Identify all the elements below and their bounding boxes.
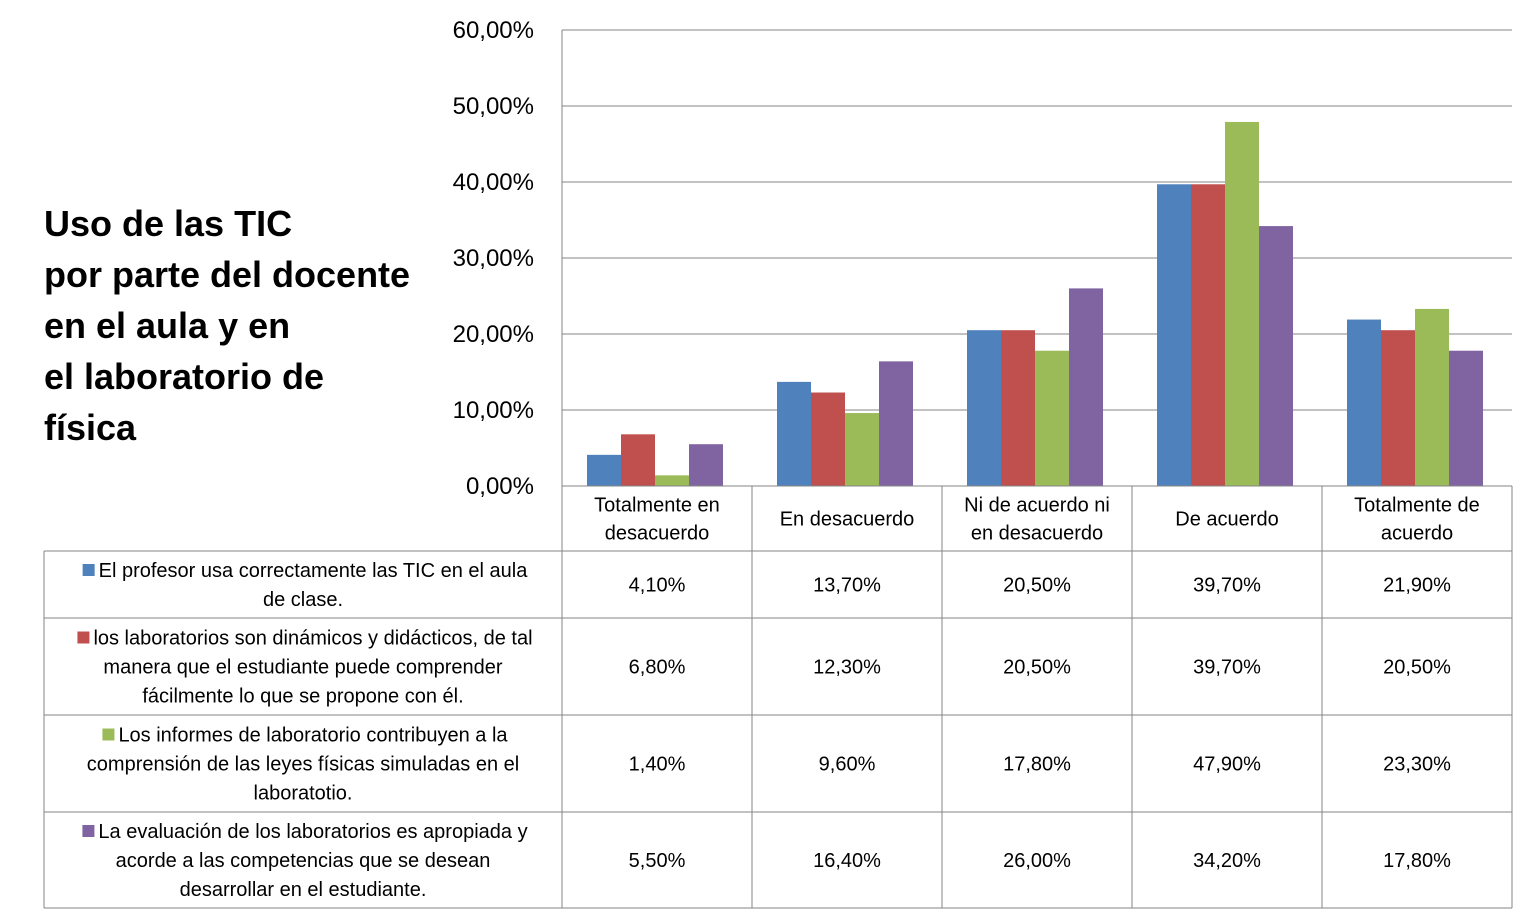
legend-swatch	[82, 564, 95, 576]
bar	[621, 434, 655, 486]
bar	[777, 381, 811, 486]
bar	[1225, 121, 1259, 487]
y-tick-label: 40,00%	[453, 169, 534, 196]
data-label: 20,50%	[1003, 657, 1071, 679]
bar	[845, 413, 879, 486]
data-label: 17,80%	[1003, 754, 1071, 776]
bar	[1191, 184, 1225, 486]
y-tick-label: 30,00%	[453, 245, 534, 272]
legend-swatch	[102, 728, 115, 741]
data-label: 6,80%	[629, 657, 686, 679]
legend-swatch	[82, 825, 95, 837]
bar	[689, 444, 723, 486]
data-label: 34,20%	[1193, 850, 1261, 872]
bar	[811, 392, 845, 486]
bar	[655, 475, 689, 486]
bar	[1035, 350, 1069, 486]
bar	[1069, 288, 1103, 486]
data-label: 20,50%	[1003, 575, 1071, 597]
y-tick-label: 0,00%	[466, 473, 534, 500]
chart-title: Uso de las TIC por parte del docente en …	[44, 203, 411, 448]
legend-label: Los informes de laboratorio contribuyen …	[87, 725, 519, 805]
data-label: 26,00%	[1003, 850, 1071, 872]
data-label: 21,90%	[1383, 575, 1451, 597]
data-label: 23,30%	[1383, 754, 1451, 776]
y-tick-label: 10,00%	[453, 397, 534, 424]
bar	[1001, 330, 1035, 486]
data-label: 20,50%	[1383, 657, 1451, 679]
y-tick-label: 60,00%	[453, 17, 534, 44]
bar	[587, 454, 621, 486]
legend-label: La evaluación de los laboratorios es apr…	[98, 821, 527, 901]
bar	[879, 361, 913, 486]
data-label: 5,50%	[629, 850, 686, 872]
bar	[1381, 330, 1415, 486]
data-label: 12,30%	[813, 657, 881, 679]
bar	[1157, 184, 1191, 486]
x-tick-label: Totalmente de acuerdo	[1354, 495, 1480, 545]
x-tick-label: Totalmente en desacuerdo	[594, 495, 720, 545]
bar	[1415, 308, 1449, 486]
y-tick-label: 50,00%	[453, 93, 534, 120]
x-tick-label: Ni de acuerdo ni en desacuerdo	[964, 495, 1110, 545]
data-label: 39,70%	[1193, 657, 1261, 679]
data-label: 1,40%	[629, 754, 686, 776]
bar	[1259, 226, 1293, 486]
bar	[1449, 350, 1483, 486]
data-label: 16,40%	[813, 850, 881, 872]
x-tick-label: De acuerdo	[1175, 509, 1278, 531]
data-label: 4,10%	[629, 575, 686, 597]
data-label: 9,60%	[819, 754, 876, 776]
legend-label: los laboratorios son dinámicos y didácti…	[93, 628, 532, 708]
data-label: 39,70%	[1193, 575, 1261, 597]
legend-label: El profesor usa correctamente las TIC en…	[99, 560, 529, 611]
x-tick-label: En desacuerdo	[780, 509, 915, 531]
bar	[967, 330, 1001, 486]
data-label: 13,70%	[813, 575, 881, 597]
data-label: 17,80%	[1383, 850, 1451, 872]
data-label: 47,90%	[1193, 754, 1261, 776]
y-tick-label: 20,00%	[453, 321, 534, 348]
bar	[1347, 319, 1381, 486]
legend-swatch	[77, 631, 90, 644]
